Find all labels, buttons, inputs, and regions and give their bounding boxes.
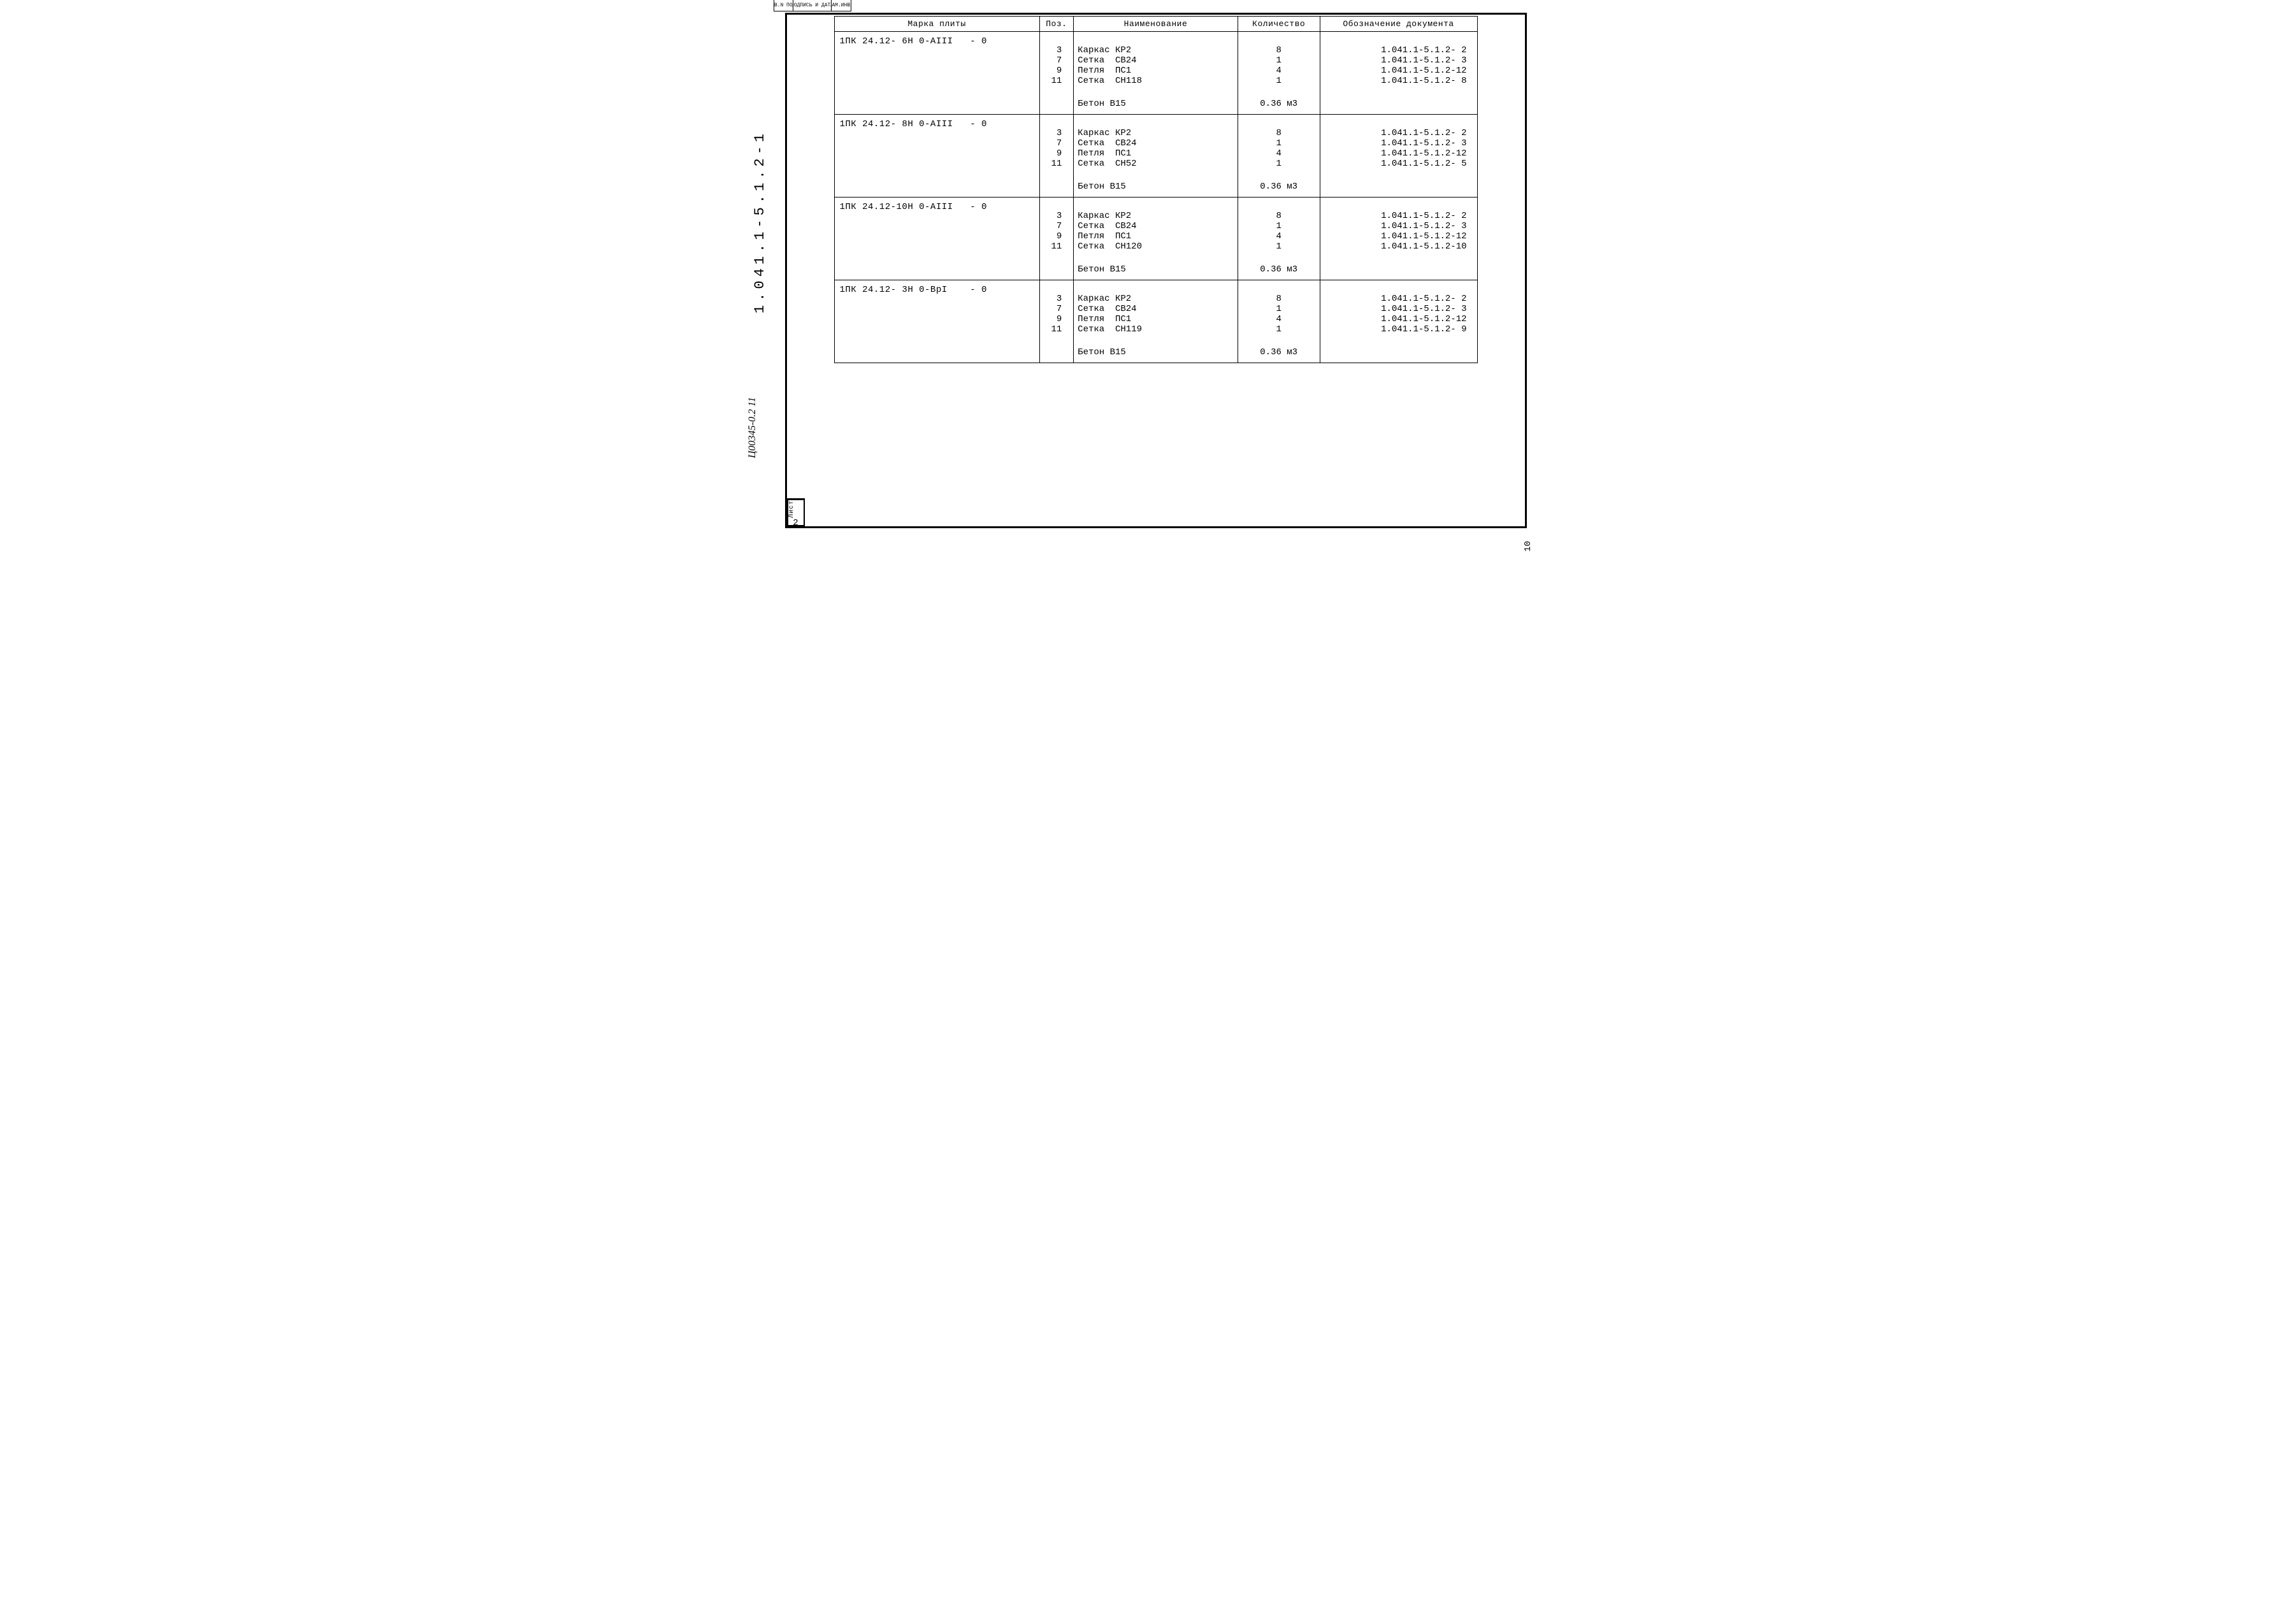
col-header-qty: Количество xyxy=(1238,17,1320,32)
side-code: 1.041.1-5.1.2-1 xyxy=(752,130,768,313)
name-lines: Каркас КР2 Сетка СВ24 Петля ПС1 Сетка СН… xyxy=(1078,34,1234,109)
cell-qty: 8 1 4 10.36 м3 xyxy=(1238,32,1320,115)
qty-lines: 8 1 4 10.36 м3 xyxy=(1242,282,1316,357)
doc-lines: 1.041.1-5.1.2- 2 1.041.1-5.1.2- 3 1.041.… xyxy=(1324,282,1473,335)
top-stamp: ИНВ.N ПОДЛ ПОДПИСЬ И ДАТА ВЗАМ.ИНВ.N xyxy=(774,0,851,11)
name-lines: Каркас КР2 Сетка СВ24 Петля ПС1 Сетка СН… xyxy=(1078,199,1234,275)
cell-poz: 3 7 9 11 xyxy=(1039,280,1074,363)
col-header-marka: Марка плиты xyxy=(834,17,1039,32)
cell-qty: 8 1 4 10.36 м3 xyxy=(1238,115,1320,198)
marka-text: 1ПК 24.12- 3Н 0-ВрI - 0 xyxy=(839,282,1036,298)
name-lines: Каркас КР2 Сетка СВ24 Петля ПС1 Сетка СН… xyxy=(1078,282,1234,357)
table-row: 1ПК 24.12-10Н 0-АIII - 0 3 7 9 11 Каркас … xyxy=(834,198,1477,280)
poz-lines: 3 7 9 11 xyxy=(1044,34,1070,86)
poz-lines: 3 7 9 11 xyxy=(1044,199,1070,252)
name-lines: Каркас КР2 Сетка СВ24 Петля ПС1 Сетка СН… xyxy=(1078,117,1234,192)
spec-table-body: 1ПК 24.12- 6Н 0-АIII - 0 3 7 9 11 Каркас … xyxy=(834,32,1477,363)
cell-poz: 3 7 9 11 xyxy=(1039,198,1074,280)
table-row: 1ПК 24.12- 3Н 0-ВрI - 0 3 7 9 11 Каркас К… xyxy=(834,280,1477,363)
cell-doc: 1.041.1-5.1.2- 2 1.041.1-5.1.2- 3 1.041.… xyxy=(1320,280,1477,363)
doc-lines: 1.041.1-5.1.2- 2 1.041.1-5.1.2- 3 1.041.… xyxy=(1324,117,1473,169)
marka-text: 1ПК 24.12- 8Н 0-АIII - 0 xyxy=(839,117,1036,132)
sheet-label: Лист xyxy=(788,500,804,518)
doc-lines: 1.041.1-5.1.2- 2 1.041.1-5.1.2- 3 1.041.… xyxy=(1324,199,1473,252)
cell-qty: 8 1 4 10.36 м3 xyxy=(1238,280,1320,363)
cell-marka: 1ПК 24.12-10Н 0-АIII - 0 xyxy=(834,198,1039,280)
beton-qty: 0.36 м3 xyxy=(1242,99,1316,109)
qty-lines: 8 1 4 10.36 м3 xyxy=(1242,34,1316,109)
beton-label: Бетон В15 xyxy=(1078,99,1234,109)
beton-qty: 0.36 м3 xyxy=(1242,264,1316,275)
cell-name: Каркас КР2 Сетка СВ24 Петля ПС1 Сетка СН… xyxy=(1074,198,1238,280)
beton-label: Бетон В15 xyxy=(1078,182,1234,192)
cell-doc: 1.041.1-5.1.2- 2 1.041.1-5.1.2- 3 1.041.… xyxy=(1320,32,1477,115)
cell-marka: 1ПК 24.12- 3Н 0-ВрI - 0 xyxy=(834,280,1039,363)
cell-doc: 1.041.1-5.1.2- 2 1.041.1-5.1.2- 3 1.041.… xyxy=(1320,198,1477,280)
sheet-number: 2 xyxy=(788,518,804,528)
cell-doc: 1.041.1-5.1.2- 2 1.041.1-5.1.2- 3 1.041.… xyxy=(1320,115,1477,198)
beton-label: Бетон В15 xyxy=(1078,347,1234,357)
stamp-cell-sign-date: ПОДПИСЬ И ДАТА xyxy=(793,0,832,11)
marka-text: 1ПК 24.12-10Н 0-АIII - 0 xyxy=(839,199,1036,215)
beton-qty: 0.36 м3 xyxy=(1242,182,1316,192)
table-row: 1ПК 24.12- 8Н 0-АIII - 0 3 7 9 11 Каркас … xyxy=(834,115,1477,198)
cell-marka: 1ПК 24.12- 6Н 0-АIII - 0 xyxy=(834,32,1039,115)
cell-name: Каркас КР2 Сетка СВ24 Петля ПС1 Сетка СН… xyxy=(1074,115,1238,198)
page: ИНВ.N ПОДЛ ПОДПИСЬ И ДАТА ВЗАМ.ИНВ.N Мар… xyxy=(766,0,1531,540)
outer-frame: Марка плиты Поз. Наименование Количество… xyxy=(785,13,1527,528)
cell-poz: 3 7 9 11 xyxy=(1039,32,1074,115)
spec-table: Марка плиты Поз. Наименование Количество… xyxy=(834,16,1478,363)
marka-text: 1ПК 24.12- 6Н 0-АIII - 0 xyxy=(839,34,1036,49)
stamp-cell-vzam-inv: ВЗАМ.ИНВ.N xyxy=(832,0,851,11)
cell-poz: 3 7 9 11 xyxy=(1039,115,1074,198)
sheet-box: Лист 2 xyxy=(787,498,805,526)
col-header-name: Наименование xyxy=(1074,17,1238,32)
table-header-row: Марка плиты Поз. Наименование Количество… xyxy=(834,17,1477,32)
qty-lines: 8 1 4 10.36 м3 xyxy=(1242,199,1316,275)
beton-label: Бетон В15 xyxy=(1078,264,1234,275)
side-note: Ц00345-0.2 11 xyxy=(747,397,758,458)
poz-lines: 3 7 9 11 xyxy=(1044,117,1070,169)
outer-page-number: 10 xyxy=(1523,541,1533,552)
beton-qty: 0.36 м3 xyxy=(1242,347,1316,357)
cell-qty: 8 1 4 10.36 м3 xyxy=(1238,198,1320,280)
cell-marka: 1ПК 24.12- 8Н 0-АIII - 0 xyxy=(834,115,1039,198)
stamp-cell-inv-podl: ИНВ.N ПОДЛ xyxy=(774,0,794,11)
qty-lines: 8 1 4 10.36 м3 xyxy=(1242,117,1316,192)
cell-name: Каркас КР2 Сетка СВ24 Петля ПС1 Сетка СН… xyxy=(1074,280,1238,363)
doc-lines: 1.041.1-5.1.2- 2 1.041.1-5.1.2- 3 1.041.… xyxy=(1324,34,1473,86)
col-header-doc: Обозначение документа xyxy=(1320,17,1477,32)
col-header-poz: Поз. xyxy=(1039,17,1074,32)
table-row: 1ПК 24.12- 6Н 0-АIII - 0 3 7 9 11 Каркас … xyxy=(834,32,1477,115)
cell-name: Каркас КР2 Сетка СВ24 Петля ПС1 Сетка СН… xyxy=(1074,32,1238,115)
poz-lines: 3 7 9 11 xyxy=(1044,282,1070,335)
